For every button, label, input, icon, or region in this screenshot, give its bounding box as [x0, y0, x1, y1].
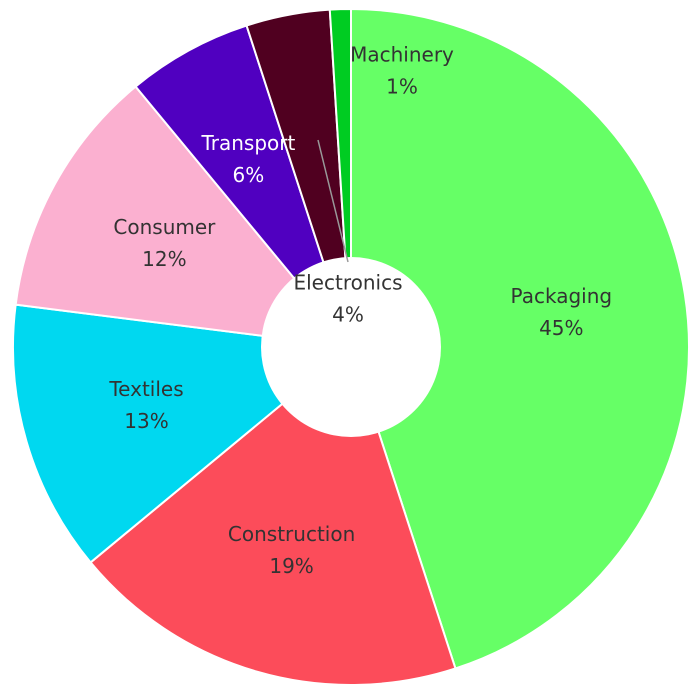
slice-value-label: 1%	[386, 75, 418, 99]
slice-value-label: 13%	[124, 409, 168, 433]
slice-label: Electronics	[293, 271, 402, 295]
slice-value-label: 6%	[233, 163, 265, 187]
slice-label: Machinery	[350, 43, 454, 67]
slice-value-label: 12%	[142, 247, 186, 271]
pie-slice	[14, 85, 354, 349]
leader-line	[317, 139, 349, 263]
pie-slice	[134, 24, 352, 348]
donut-hole	[261, 257, 441, 437]
slice-label: Consumer	[113, 215, 216, 239]
slice-label: Packaging	[511, 284, 613, 308]
slice-label: Textiles	[108, 377, 183, 401]
pie-slice	[350, 7, 690, 670]
slice-value-label: 19%	[269, 554, 313, 578]
slice-label: Construction	[228, 522, 355, 546]
slice-label: Transport	[200, 131, 295, 155]
slice-value-label: 45%	[539, 316, 583, 340]
slice-value-label: 4%	[332, 303, 364, 327]
